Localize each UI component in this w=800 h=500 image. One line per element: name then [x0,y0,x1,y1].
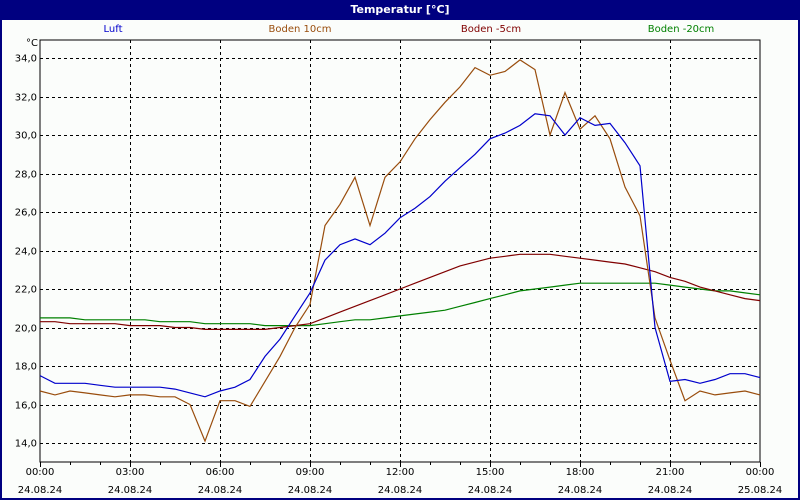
series-line-luft [39,113,761,398]
y-tick-label: 18,0 [14,361,37,372]
y-tick-label: 34,0 [14,53,37,64]
x-tick-label: 06:00 24.08.24 [197,467,243,496]
x-tick-label: 21:00 24.08.24 [647,467,693,496]
legend-boden-10cm: Boden 10cm [268,24,332,35]
y-tick-label: 16,0 [14,400,37,411]
x-tick-label: 12:00 24.08.24 [377,467,423,496]
x-tick-label: 15:00 24.08.24 [467,467,513,496]
y-axis-unit: °C [26,38,38,49]
series-line-boden-5cm [40,253,761,330]
y-tick-label: 28,0 [14,169,37,180]
y-tick-label: 22,0 [14,284,37,295]
legend-boden-5cm: Boden -5cm [460,24,522,35]
y-tick-label: 24,0 [14,246,37,257]
x-tick-label: 00:00 24.08.24 [17,467,63,496]
y-tick-label: 14,0 [14,438,37,449]
x-tick-label: 00:00 25.08.24 [737,467,783,496]
chart-title: Temperatur [°C] [0,0,800,20]
legend-luft: Luft [103,24,123,35]
series-line-boden-10cm [39,59,761,443]
y-tick-label: 30,0 [14,130,37,141]
series-line-boden-20cm [40,282,761,327]
legend-boden-20cm: Boden -20cm [647,24,715,35]
y-tick-label: 20,0 [14,323,37,334]
x-tick-label: 09:00 24.08.24 [287,467,333,496]
y-tick-label: 26,0 [14,207,37,218]
x-tick-label: 18:00 24.08.24 [557,467,603,496]
grid-lines [40,40,760,462]
y-tick-label: 32,0 [14,92,37,103]
x-tick-label: 03:00 24.08.24 [107,467,153,496]
x-tick-marks [40,462,761,467]
data-lines [39,59,761,443]
